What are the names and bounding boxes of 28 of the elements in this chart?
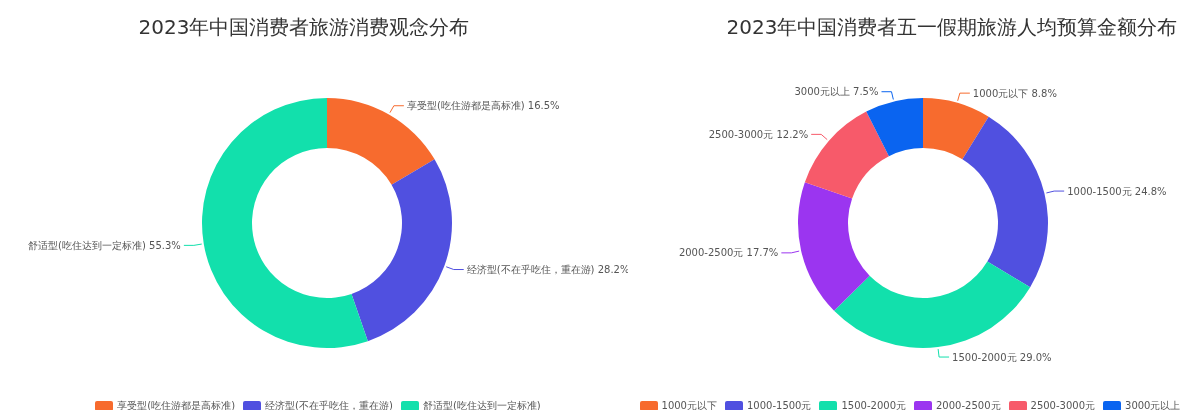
legend-label: 1000-1500元 [746, 399, 812, 412]
donut-slice [798, 182, 870, 311]
donut-slice [327, 98, 435, 185]
category-label: 2000-2500元 17.7% [678, 247, 779, 259]
legend-label: 经济型(不在乎吃住，重在游) [265, 399, 393, 412]
donut-slice [351, 159, 452, 342]
donut-slice [866, 98, 923, 157]
legend-label: 3000元以上 [1125, 399, 1181, 412]
donut-slice [834, 261, 1031, 348]
chart-title: 2023年中国消费者旅游消费观念分布 [137, 14, 471, 41]
legend-label: 舒适型(吃住达到一定标准) [422, 399, 541, 412]
category-label: 经济型(不在乎吃住，重在游) 28.2% [466, 264, 630, 276]
chart-title: 2023年中国消费者五一假期旅游人均预算金额分布 [725, 14, 1179, 41]
donut-slice [962, 116, 1048, 288]
category-label: 1000-1500元 24.8% [1067, 185, 1167, 197]
legend-label: 1000元以下 [661, 399, 717, 412]
category-label: 2500-3000元 12.2% [708, 128, 809, 140]
legend-label: 1500-2000元 [841, 399, 906, 412]
category-label: 享受型(吃住游都是高标准) 16.5% [406, 100, 560, 112]
category-label: 1500-2000元 29.0% [952, 351, 1052, 363]
legend-label: 2000-2500元 [936, 399, 1001, 412]
category-label: 舒适型(吃住达到一定标准) 55.3% [28, 239, 181, 251]
category-label: 3000元以上 7.5% [794, 86, 879, 98]
category-label: 1000元以下 8.8% [972, 87, 1057, 99]
donut-slice [202, 98, 368, 348]
legend-label: 2500-3000元 [1030, 399, 1096, 412]
donut-slice [923, 98, 989, 160]
legend-label: 享受型(吃住游都是高标准) [117, 399, 236, 412]
